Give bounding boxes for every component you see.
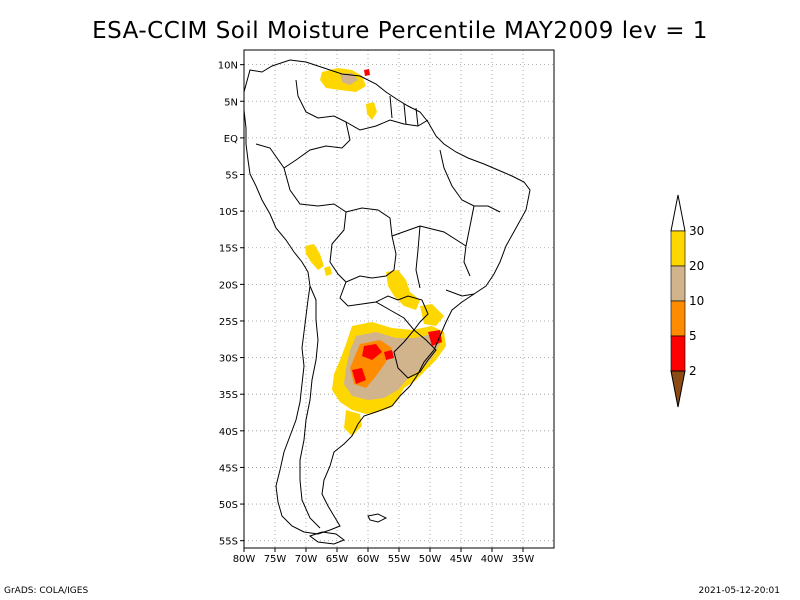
footer-credit: GrADS: COLA/IGES bbox=[4, 586, 89, 596]
legend-swatch bbox=[670, 265, 686, 302]
lat-tick-label: 15S bbox=[219, 244, 238, 255]
lat-tick-label: EQ bbox=[224, 134, 238, 145]
lat-tick-label: 30S bbox=[219, 354, 238, 365]
south-america-coast bbox=[243, 59, 531, 535]
lat-tick-label: 5S bbox=[225, 171, 238, 182]
map-title: ESA-CCIM Soil Moisture Percentile MAY200… bbox=[92, 18, 708, 44]
percentile-shading bbox=[305, 68, 446, 436]
border-uruguay bbox=[393, 329, 437, 379]
lat-tick-label: 40S bbox=[219, 427, 238, 438]
shade-venezuela-inner bbox=[340, 73, 358, 85]
shade-mato-grosso bbox=[386, 270, 420, 310]
shade-la-plata-red-1 bbox=[362, 344, 382, 360]
lat-tick-label: 55S bbox=[219, 537, 238, 548]
shade-la-plata-red-2 bbox=[352, 368, 366, 384]
shade-la-plata-red-4 bbox=[384, 350, 394, 360]
lat-tick-label: 10N bbox=[218, 61, 238, 72]
lat-tick-label: 20S bbox=[219, 280, 238, 291]
shade-la-plata-red-3 bbox=[428, 330, 442, 346]
footer-timestamp: 2021-05-12-20:01 bbox=[698, 586, 781, 596]
legend-label: 10 bbox=[689, 294, 704, 308]
color-legend: 2 5 10 20 30 bbox=[670, 194, 704, 408]
border-chile-argentina bbox=[299, 285, 321, 529]
legend-label: 2 bbox=[689, 364, 697, 378]
border-guianas bbox=[389, 95, 419, 127]
lat-tick-label: 45S bbox=[219, 463, 238, 474]
plot-area bbox=[243, 49, 555, 549]
lon-tick-label: 65W bbox=[326, 554, 349, 565]
legend-swatch bbox=[670, 230, 686, 267]
lon-tick-label: 35W bbox=[512, 554, 535, 565]
lon-tick-label: 40W bbox=[481, 554, 504, 565]
border-paraguay bbox=[375, 295, 429, 331]
lon-tick-label: 70W bbox=[295, 554, 318, 565]
lon-tick-label: 55W bbox=[388, 554, 411, 565]
legend-swatch bbox=[670, 300, 686, 337]
border-brazil-peru-bolivia bbox=[339, 207, 399, 307]
legend-swatch bbox=[670, 335, 686, 372]
lon-tick-label: 50W bbox=[419, 554, 442, 565]
lon-tick-label: 45W bbox=[450, 554, 473, 565]
shade-peru bbox=[305, 244, 324, 270]
lat-tick-label: 35S bbox=[219, 390, 238, 401]
shade-venezuela-red bbox=[364, 69, 370, 76]
shade-peru-2 bbox=[324, 266, 332, 276]
legend-label: 20 bbox=[689, 259, 704, 273]
axis-labels: 80W 75W 70W 65W 60W 55W 50W 45W 40W 35W 10N 5N EQ 5S 1… bbox=[218, 61, 535, 565]
lon-tick-label: 75W bbox=[264, 554, 287, 565]
lon-tick-label: 80W bbox=[233, 554, 256, 565]
lat-tick-label: 5N bbox=[224, 97, 238, 108]
shade-pampas bbox=[344, 410, 362, 436]
border-colombia-venezuela bbox=[283, 79, 351, 169]
legend-bottom-arrow bbox=[670, 370, 686, 408]
lon-tick-label: 60W bbox=[357, 554, 380, 565]
brazil-states bbox=[391, 149, 501, 297]
border-ecuador-peru bbox=[255, 143, 347, 283]
lat-tick-label: 50S bbox=[219, 500, 238, 511]
legend-top-arrow bbox=[670, 194, 686, 232]
legend-label: 30 bbox=[689, 224, 704, 238]
falklands bbox=[367, 513, 388, 523]
coastlines bbox=[243, 59, 531, 545]
lat-tick-label: 10S bbox=[219, 207, 238, 218]
shade-guyana bbox=[366, 102, 377, 120]
legend-label: 5 bbox=[689, 329, 697, 343]
lat-tick-label: 25S bbox=[219, 317, 238, 328]
tierra-del-fuego bbox=[308, 531, 346, 545]
